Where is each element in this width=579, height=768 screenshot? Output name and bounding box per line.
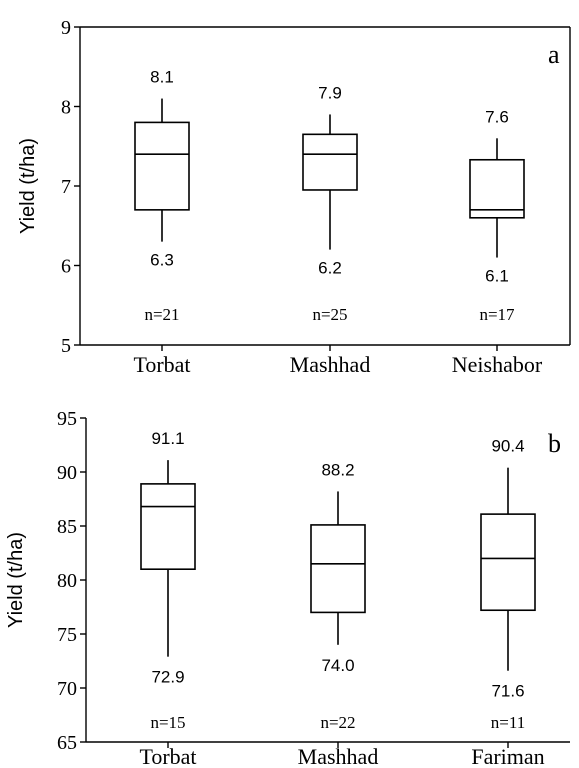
x-category-label: Mashhad	[298, 744, 379, 768]
y-tick-label: 8	[61, 97, 71, 119]
sample-size-label: n=17	[479, 305, 515, 324]
min-value-label: 71.6	[491, 682, 524, 701]
y-tick-label: 70	[57, 678, 77, 700]
x-category-label: Mashhad	[290, 352, 371, 377]
y-tick-label: 7	[61, 176, 71, 198]
iqr-box	[302, 133, 358, 191]
max-value-label: 7.9	[318, 83, 342, 102]
iqr-box	[480, 513, 536, 612]
min-value-label: 6.2	[318, 259, 342, 278]
iqr-box	[469, 158, 525, 219]
max-value-label: 88.2	[321, 460, 354, 479]
max-value-label: 91.1	[151, 429, 184, 448]
sample-size-label: n=22	[320, 713, 355, 732]
y-tick-label: 85	[57, 516, 77, 538]
y-axis-title: Yield (t/ha)	[17, 138, 39, 234]
y-tick-label: 75	[57, 624, 77, 646]
x-category-label: Torbat	[139, 744, 196, 768]
sample-size-label: n=21	[144, 305, 179, 324]
max-value-label: 8.1	[150, 68, 174, 87]
sample-size-label: n=25	[312, 305, 347, 324]
y-tick-label: 95	[57, 408, 77, 430]
iqr-box	[310, 524, 366, 614]
min-value-label: 74.0	[321, 656, 354, 675]
y-tick-label: 5	[61, 335, 71, 357]
y-tick-label: 90	[57, 462, 77, 484]
max-value-label: 90.4	[491, 437, 524, 456]
min-value-label: 6.1	[485, 267, 509, 286]
panel-letter: a	[548, 40, 560, 69]
iqr-box	[140, 483, 196, 571]
sample-size-label: n=15	[150, 713, 185, 732]
x-category-label: Torbat	[133, 352, 190, 377]
y-axis-title: Yield (t/ha)	[5, 532, 27, 628]
x-category-label: Fariman	[471, 744, 544, 768]
x-category-label: Neishabor	[452, 352, 543, 377]
sample-size-label: n=11	[491, 713, 525, 732]
panel-letter: b	[548, 429, 561, 458]
iqr-box	[134, 121, 190, 211]
min-value-label: 6.3	[150, 251, 174, 270]
y-tick-label: 65	[57, 732, 77, 754]
y-tick-label: 80	[57, 570, 77, 592]
y-tick-label: 6	[61, 256, 71, 278]
min-value-label: 72.9	[151, 668, 184, 687]
max-value-label: 7.6	[485, 107, 509, 126]
y-tick-label: 9	[61, 17, 71, 39]
